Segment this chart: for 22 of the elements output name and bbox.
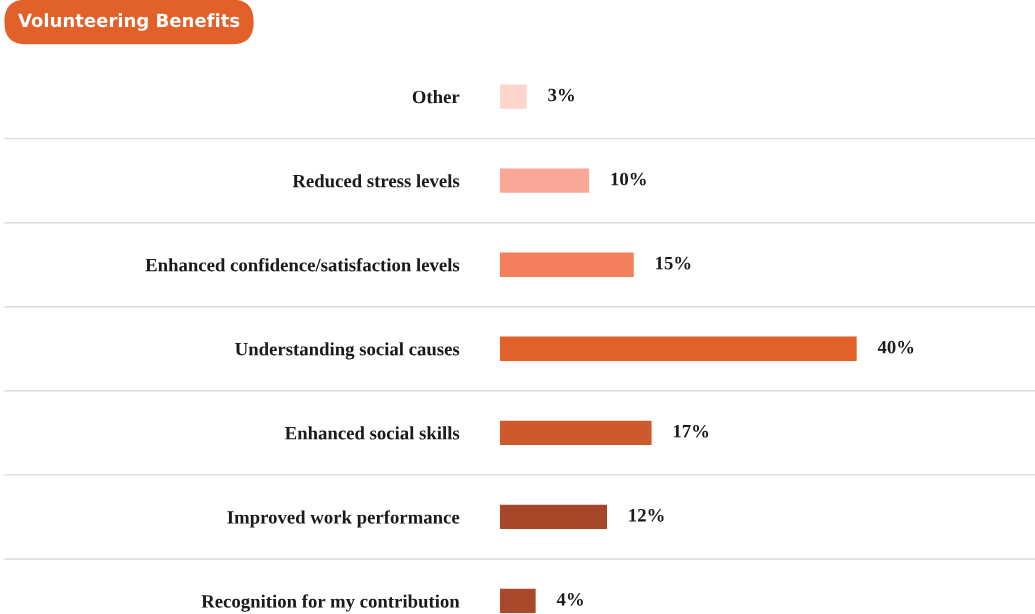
data-label: 40% bbox=[877, 340, 914, 354]
data-label: 3% bbox=[548, 88, 574, 102]
y-tick-label: Improved work performance bbox=[227, 510, 460, 528]
bar bbox=[500, 168, 590, 193]
bar bbox=[500, 252, 634, 277]
data-label: 4% bbox=[556, 593, 583, 606]
bar bbox=[500, 420, 652, 446]
y-tick-label: Enhanced confidence/satisfaction levels bbox=[145, 258, 460, 272]
y-tick-label: Recognition for my contribution bbox=[201, 594, 460, 612]
bar bbox=[500, 84, 527, 109]
text: Volunteering Benefits bbox=[18, 13, 240, 31]
data-label: 10% bbox=[611, 172, 646, 186]
bar bbox=[500, 336, 857, 361]
data-label: 17% bbox=[673, 424, 709, 438]
y-tick-label: Understanding social causes bbox=[235, 342, 460, 360]
y-tick-label: Reduced stress levels bbox=[292, 174, 460, 188]
data-label: 15% bbox=[656, 256, 691, 270]
data-label: 12% bbox=[629, 508, 664, 522]
bar bbox=[500, 504, 607, 530]
y-tick-label: Other bbox=[412, 90, 460, 104]
y-tick-label: Enhanced social skills bbox=[284, 426, 460, 440]
bar bbox=[500, 588, 536, 614]
